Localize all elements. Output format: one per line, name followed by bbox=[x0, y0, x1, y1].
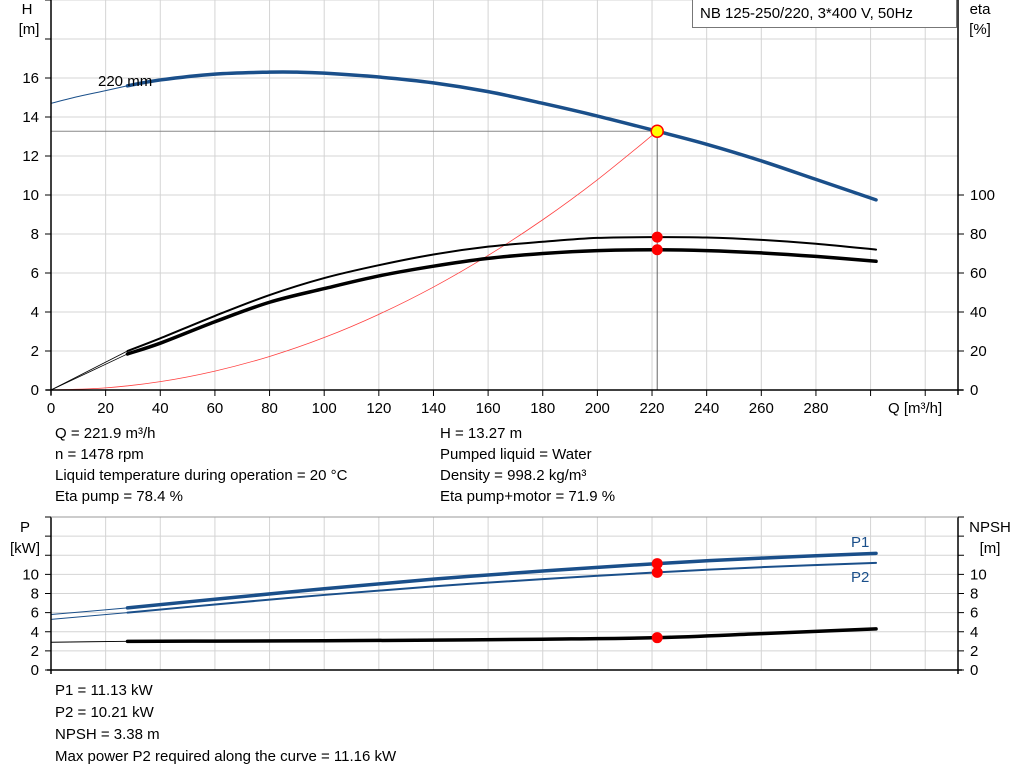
y-left-tick-label: 8 bbox=[31, 226, 39, 243]
npsh-axis-unit: [m] bbox=[980, 540, 1001, 557]
operating-point-markers bbox=[650, 124, 664, 644]
x-tick-label: 120 bbox=[366, 400, 391, 417]
y-left-tick-label: 6 bbox=[31, 265, 39, 282]
eta-pump-motor-curve bbox=[125, 248, 878, 356]
p-axis-unit: [kW] bbox=[10, 540, 40, 557]
npsh-curve-extension bbox=[50, 640, 128, 643]
x-tick-label: 160 bbox=[476, 400, 501, 417]
y-left-tick-label: 2 bbox=[31, 343, 39, 360]
y-left-tick-label: 4 bbox=[31, 304, 39, 321]
operating-point-marker bbox=[650, 124, 664, 138]
p-tick-label: 10 bbox=[22, 566, 39, 583]
info-top-left: Q = 221.9 m³/h n = 1478 rpm Liquid tempe… bbox=[55, 423, 347, 507]
info-head: H = 13.27 m bbox=[440, 425, 523, 442]
x-tick-label: 100 bbox=[312, 400, 337, 417]
npsh-tick-label: 4 bbox=[970, 624, 978, 641]
system-curve bbox=[50, 130, 658, 391]
y-right-tick-label: 100 bbox=[970, 187, 995, 204]
p1-marker bbox=[651, 558, 663, 570]
y-right-tick-label: 0 bbox=[970, 382, 978, 399]
info-speed: n = 1478 rpm bbox=[55, 446, 144, 463]
x-tick-label: 60 bbox=[207, 400, 224, 417]
npsh-tick-label: 8 bbox=[970, 586, 978, 603]
x-axis-label: Q [m³/h] bbox=[888, 400, 942, 417]
info-bottom: P1 = 11.13 kW P2 = 10.21 kW NPSH = 3.38 … bbox=[55, 680, 396, 768]
p1-curve-extension bbox=[50, 607, 128, 616]
p-tick-label: 6 bbox=[31, 605, 39, 622]
info-eta-pump-motor: Eta pump+motor = 71.9 % bbox=[440, 488, 616, 505]
y-left-tick-label: 0 bbox=[31, 382, 39, 399]
curve-annotation-220mm: 220 mm bbox=[98, 73, 152, 90]
npsh-marker bbox=[651, 632, 663, 644]
x-tick-label: 280 bbox=[803, 400, 828, 417]
info-density: Density = 998.2 kg/m³ bbox=[440, 467, 587, 484]
bottom-chart-grid bbox=[51, 516, 958, 670]
y-right-tick-label: 80 bbox=[970, 226, 987, 243]
axis-labels: H [m] eta [%] Q [m³/h] 220 mm P [kW] NPS… bbox=[10, 1, 1011, 586]
info-p2: P2 = 10.21 kW bbox=[55, 704, 154, 721]
curves bbox=[50, 70, 878, 644]
p2-marker bbox=[651, 566, 663, 578]
p1-curve bbox=[125, 551, 878, 610]
info-max-power: Max power P2 required along the curve = … bbox=[55, 748, 397, 765]
x-tick-label: 80 bbox=[261, 400, 278, 417]
x-tick-label: 240 bbox=[694, 400, 719, 417]
y-right-axis-unit: [%] bbox=[969, 21, 991, 38]
y-left-tick-label: 12 bbox=[22, 148, 39, 165]
npsh-tick-label: 10 bbox=[970, 566, 987, 583]
p2-curve bbox=[126, 561, 878, 614]
head-curve-extension bbox=[50, 85, 128, 104]
info-liquid-temperature: Liquid temperature during operation = 20… bbox=[55, 467, 348, 484]
p-tick-label: 4 bbox=[31, 624, 39, 641]
p-axis-name: P bbox=[20, 519, 30, 536]
eta-pump-motor-curve-extension bbox=[50, 353, 128, 391]
x-tick-label: 140 bbox=[421, 400, 446, 417]
y-left-tick-label: 16 bbox=[22, 70, 39, 87]
npsh-tick-label: 6 bbox=[970, 605, 978, 622]
y-left-axis-unit: [m] bbox=[19, 21, 40, 38]
x-tick-label: 180 bbox=[530, 400, 555, 417]
eta-pump-marker bbox=[651, 231, 663, 243]
info-pumped-liquid: Pumped liquid = Water bbox=[440, 446, 592, 463]
y-right-tick-label: 60 bbox=[970, 265, 987, 282]
head-curve bbox=[125, 70, 878, 202]
p-tick-label: 8 bbox=[31, 586, 39, 603]
x-tick-label: 200 bbox=[585, 400, 610, 417]
p-tick-label: 2 bbox=[31, 643, 39, 660]
y-left-axis-name: H bbox=[22, 1, 33, 18]
npsh-axis-name: NPSH bbox=[969, 519, 1011, 536]
info-npsh: NPSH = 3.38 m bbox=[55, 726, 160, 743]
info-flow: Q = 221.9 m³/h bbox=[55, 425, 156, 442]
info-eta-pump: Eta pump = 78.4 % bbox=[55, 488, 183, 505]
p-tick-label: 0 bbox=[31, 662, 39, 679]
x-tick-label: 260 bbox=[749, 400, 774, 417]
x-tick-label: 220 bbox=[640, 400, 665, 417]
npsh-tick-label: 0 bbox=[970, 662, 978, 679]
npsh-tick-label: 2 bbox=[970, 643, 978, 660]
x-tick-label: 20 bbox=[97, 400, 114, 417]
p2-series-label: P2 bbox=[851, 569, 869, 586]
top-chart-grid bbox=[51, 0, 958, 390]
info-p1: P1 = 11.13 kW bbox=[55, 682, 153, 699]
p2-curve-extension bbox=[50, 612, 128, 620]
x-tick-label: 40 bbox=[152, 400, 169, 417]
y-right-tick-label: 20 bbox=[970, 343, 987, 360]
y-left-tick-label: 10 bbox=[22, 187, 39, 204]
y-left-tick-label: 14 bbox=[22, 109, 39, 126]
eta-pump-curve bbox=[126, 236, 878, 352]
info-top-right: H = 13.27 m Pumped liquid = Water Densit… bbox=[440, 423, 615, 507]
x-tick-label: 0 bbox=[47, 400, 55, 417]
axes: 0 20 40 60 80 100 120 140 160 180 200 220 240 260 2800… bbox=[22, 0, 995, 679]
npsh-curve bbox=[125, 627, 878, 644]
y-right-axis-name: eta bbox=[970, 1, 992, 18]
p1-series-label: P1 bbox=[851, 534, 869, 551]
eta-pump-motor-marker bbox=[651, 244, 663, 256]
chart-title-box: NB 125-250/220, 3*400 V, 50Hz bbox=[692, 0, 957, 28]
y-right-tick-label: 40 bbox=[970, 304, 987, 321]
